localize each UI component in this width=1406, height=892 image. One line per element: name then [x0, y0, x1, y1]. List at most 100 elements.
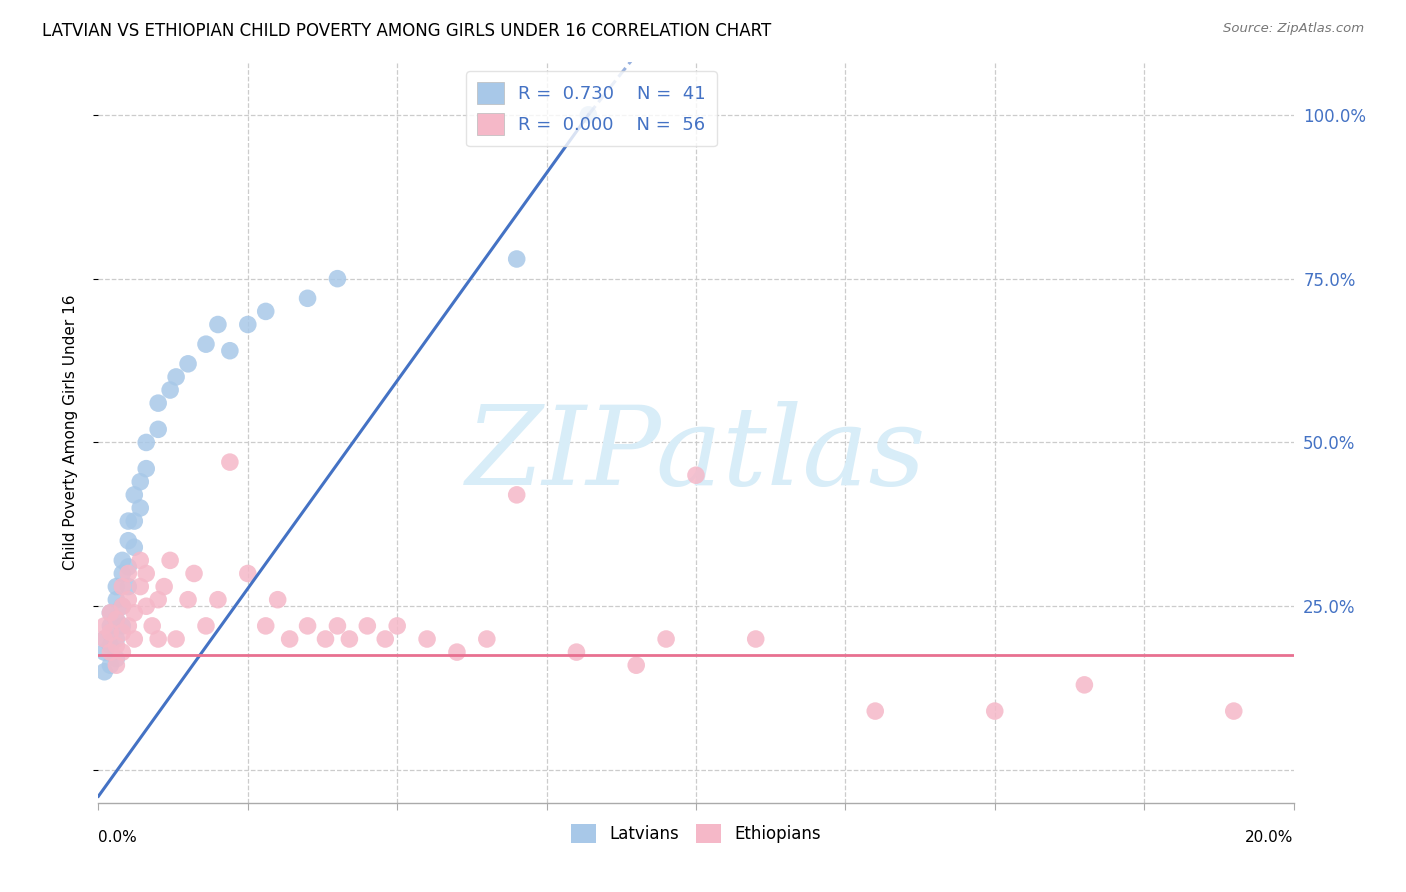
Point — [135, 566, 157, 581]
Point — [105, 632, 128, 646]
Point — [326, 619, 349, 633]
Point — [685, 468, 707, 483]
Point — [111, 599, 134, 614]
Point — [165, 370, 187, 384]
Point — [117, 560, 139, 574]
Point — [506, 488, 529, 502]
Point — [315, 632, 337, 646]
Text: LATVIAN VS ETHIOPIAN CHILD POVERTY AMONG GIRLS UNDER 16 CORRELATION CHART: LATVIAN VS ETHIOPIAN CHILD POVERTY AMONG… — [42, 22, 772, 40]
Point — [93, 645, 115, 659]
Point — [105, 612, 128, 626]
Point — [117, 566, 139, 581]
Point — [984, 704, 1007, 718]
Point — [111, 566, 134, 581]
Text: 20.0%: 20.0% — [1246, 830, 1294, 845]
Point — [159, 383, 181, 397]
Point — [98, 606, 122, 620]
Point — [565, 645, 588, 659]
Point — [326, 271, 349, 285]
Point — [124, 514, 146, 528]
Point — [165, 632, 187, 646]
Point — [117, 533, 139, 548]
Point — [254, 619, 277, 633]
Point — [111, 625, 134, 640]
Point — [111, 619, 134, 633]
Point — [506, 252, 529, 266]
Point — [141, 619, 163, 633]
Point — [111, 580, 134, 594]
Y-axis label: Child Poverty Among Girls Under 16: Child Poverty Among Girls Under 16 — [63, 295, 77, 570]
Point — [129, 475, 152, 489]
Point — [745, 632, 768, 646]
Point — [93, 619, 115, 633]
Point — [111, 599, 134, 614]
Point — [195, 337, 218, 351]
Point — [117, 619, 139, 633]
Point — [148, 396, 170, 410]
Point — [446, 645, 468, 659]
Point — [297, 291, 319, 305]
Text: 0.0%: 0.0% — [98, 830, 138, 845]
Point — [1223, 704, 1246, 718]
Point — [117, 592, 139, 607]
Point — [98, 658, 122, 673]
Point — [297, 619, 319, 633]
Point — [117, 580, 139, 594]
Point — [267, 592, 290, 607]
Point — [236, 566, 259, 581]
Point — [148, 592, 170, 607]
Point — [105, 658, 128, 673]
Point — [105, 592, 128, 607]
Point — [475, 632, 498, 646]
Point — [98, 625, 122, 640]
Point — [356, 619, 378, 633]
Point — [105, 612, 128, 626]
Point — [159, 553, 181, 567]
Point — [278, 632, 301, 646]
Point — [236, 318, 259, 332]
Point — [207, 318, 229, 332]
Point — [98, 645, 122, 659]
Point — [1073, 678, 1095, 692]
Point — [219, 343, 242, 358]
Point — [98, 606, 122, 620]
Point — [124, 541, 146, 555]
Point — [117, 514, 139, 528]
Point — [129, 580, 152, 594]
Legend: R =  0.730    N =  41, R =  0.000    N =  56: R = 0.730 N = 41, R = 0.000 N = 56 — [465, 71, 717, 146]
Point — [177, 592, 200, 607]
Point — [124, 606, 146, 620]
Point — [219, 455, 242, 469]
Point — [105, 580, 128, 594]
Point — [339, 632, 361, 646]
Point — [148, 632, 170, 646]
Point — [135, 461, 157, 475]
Point — [153, 580, 176, 594]
Point — [578, 108, 600, 122]
Point — [865, 704, 887, 718]
Point — [195, 619, 218, 633]
Point — [148, 422, 170, 436]
Point — [183, 566, 205, 581]
Point — [374, 632, 396, 646]
Point — [124, 632, 146, 646]
Point — [177, 357, 200, 371]
Point — [135, 599, 157, 614]
Point — [111, 553, 134, 567]
Point — [105, 651, 128, 665]
Point — [98, 619, 122, 633]
Point — [416, 632, 439, 646]
Point — [93, 665, 115, 679]
Point — [129, 500, 152, 515]
Point — [93, 632, 115, 646]
Point — [98, 639, 122, 653]
Point — [385, 619, 409, 633]
Point — [655, 632, 678, 646]
Point — [93, 632, 115, 646]
Point — [626, 658, 648, 673]
Text: ZIPatlas: ZIPatlas — [465, 401, 927, 508]
Point — [111, 645, 134, 659]
Point — [135, 435, 157, 450]
Text: Source: ZipAtlas.com: Source: ZipAtlas.com — [1223, 22, 1364, 36]
Point — [254, 304, 277, 318]
